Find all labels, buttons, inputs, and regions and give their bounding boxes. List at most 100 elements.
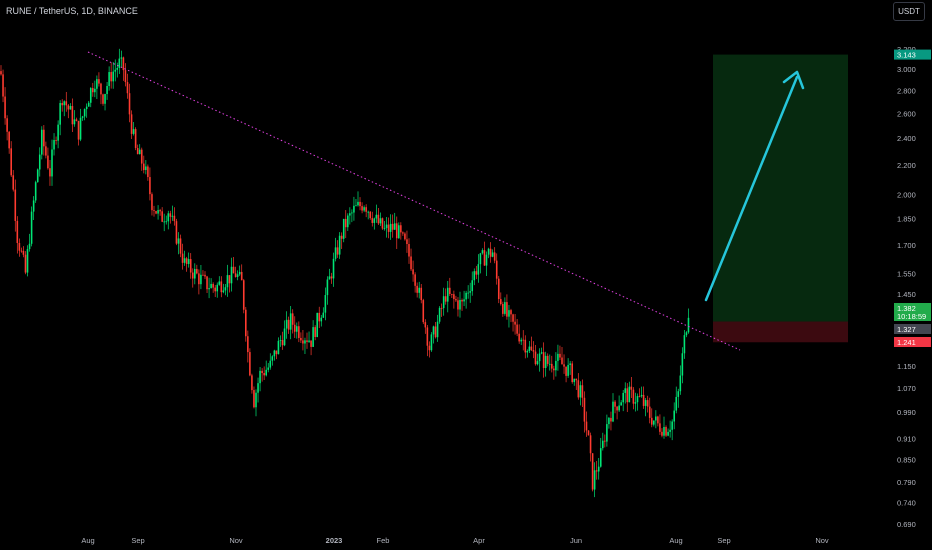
candle [296, 322, 298, 339]
candle [504, 297, 506, 316]
candle [357, 191, 359, 207]
candle [57, 120, 59, 149]
candle [275, 350, 278, 360]
candle [196, 264, 198, 275]
candle [449, 277, 451, 297]
candle [381, 217, 384, 230]
candle [20, 247, 23, 253]
candle [310, 340, 312, 356]
candle [194, 263, 196, 285]
candle [581, 379, 584, 408]
candle [71, 98, 74, 132]
candle [89, 87, 92, 108]
y-tick-label: 0.790 [897, 478, 916, 487]
candle [26, 245, 29, 277]
candle [220, 276, 223, 298]
y-tick-label: 2.000 [897, 191, 916, 200]
candle [540, 347, 543, 355]
candle [338, 232, 341, 259]
candle [363, 205, 365, 213]
y-tick-label: 0.910 [897, 434, 916, 443]
candle [589, 432, 592, 462]
candle [546, 353, 549, 367]
target-arrow [704, 75, 799, 302]
candle [475, 265, 478, 280]
candle [147, 164, 149, 181]
candle [534, 345, 537, 366]
candle [593, 462, 596, 498]
y-tick-label: 2.200 [897, 161, 916, 170]
candle [265, 360, 267, 377]
candle [351, 209, 353, 223]
candle [22, 246, 25, 258]
candle [332, 252, 335, 287]
candle [242, 278, 245, 314]
candle [638, 388, 641, 398]
candle [644, 397, 647, 417]
x-tick-label: Sep [717, 536, 730, 545]
candle [491, 249, 494, 258]
candle [406, 230, 408, 253]
candle [393, 212, 396, 230]
candle [259, 367, 261, 392]
candle [28, 233, 31, 252]
candle [349, 207, 351, 225]
candle [122, 56, 125, 81]
candle [287, 316, 290, 334]
symbol-title: RUNE / TetherUS, 1D, BINANCE [6, 6, 138, 16]
currency-button[interactable]: USDT [893, 2, 925, 21]
candle [342, 218, 345, 243]
candle [571, 361, 573, 384]
candle [646, 395, 649, 413]
candle [230, 257, 233, 292]
candle [526, 349, 529, 358]
price-tag: 1.241 [894, 337, 931, 347]
candle [395, 216, 398, 249]
candle [128, 83, 131, 123]
candle [377, 207, 380, 225]
candle [618, 395, 620, 413]
candle [181, 243, 184, 270]
candle [602, 432, 604, 451]
candle [655, 410, 657, 429]
candle [161, 207, 163, 223]
candle [583, 391, 586, 433]
candle [16, 216, 19, 254]
candle [522, 330, 525, 351]
candle [36, 168, 39, 183]
candle [67, 103, 70, 119]
candle [506, 294, 508, 320]
candle [367, 210, 369, 220]
candle [667, 428, 669, 437]
candle [599, 437, 602, 468]
price-tag: 1.327 [894, 324, 931, 334]
candle [559, 345, 561, 361]
candle [49, 159, 51, 186]
candle [285, 311, 288, 339]
candle [55, 136, 57, 145]
y-tick-label: 2.600 [897, 109, 916, 118]
x-tick-label: Jun [570, 536, 582, 545]
y-tick-label: 2.800 [897, 86, 916, 95]
candle [185, 256, 188, 272]
candle [606, 414, 608, 447]
candle [12, 170, 15, 192]
x-tick-label: Sep [131, 536, 144, 545]
candle [75, 117, 78, 122]
candle [53, 133, 55, 156]
candle [567, 358, 569, 378]
candle [518, 324, 520, 344]
candle [414, 272, 416, 293]
candle [461, 298, 463, 311]
candle [671, 419, 673, 441]
candle [438, 306, 441, 324]
candle [551, 355, 553, 373]
candle [453, 290, 455, 309]
candle [116, 62, 119, 78]
candle [110, 62, 112, 89]
candle [430, 332, 433, 352]
candle [420, 284, 423, 304]
candle [96, 75, 98, 100]
candle [102, 93, 104, 106]
